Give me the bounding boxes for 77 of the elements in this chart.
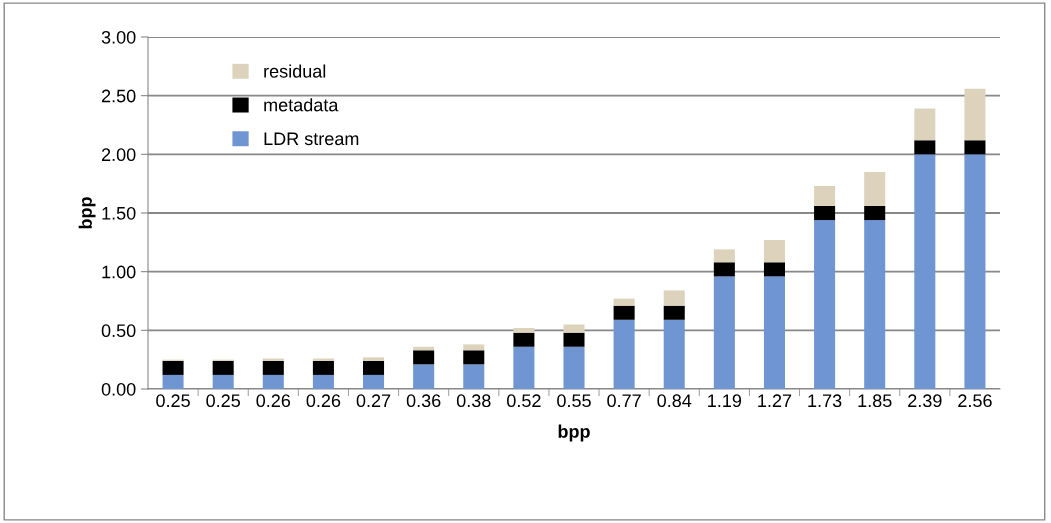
x-tick-label: 0.26 [256, 394, 291, 408]
y-tick-label: 0.50 [101, 324, 136, 338]
bar [763, 262, 785, 277]
bar [513, 327, 535, 333]
bar [312, 360, 334, 375]
x-tick-label: 0.26 [306, 394, 341, 408]
bar [914, 108, 936, 141]
x-tick-label: 0.84 [657, 394, 692, 408]
bar [363, 374, 385, 389]
bar [964, 154, 986, 389]
bar [914, 154, 936, 389]
bar [613, 305, 635, 320]
bar [864, 171, 886, 206]
y-tick-label: 3.00 [101, 30, 136, 44]
bar [713, 262, 735, 277]
bar [413, 350, 435, 365]
bar [312, 374, 334, 389]
x-tick-label: 2.56 [958, 394, 992, 408]
legend-label: metadata [264, 98, 339, 112]
bar [663, 290, 685, 306]
x-tick-label: 1.27 [758, 394, 792, 407]
bar [613, 298, 635, 306]
x-tick-label: 0.27 [356, 394, 391, 408]
bar [864, 205, 886, 221]
bar [513, 332, 535, 347]
legend-label: LDR stream [264, 132, 359, 146]
bar [814, 186, 836, 206]
bar [363, 360, 385, 375]
bar [162, 374, 184, 389]
bar [814, 205, 836, 221]
x-tick-label: 1.85 [858, 394, 892, 408]
bar [513, 346, 535, 389]
x-tick-label: 1.73 [808, 394, 842, 408]
bar [563, 332, 585, 347]
bar [262, 374, 284, 389]
bar [262, 358, 284, 361]
bar [162, 360, 184, 375]
x-tick-label: 0.25 [206, 394, 240, 408]
bar [463, 364, 485, 389]
x-tick-label: 0.77 [607, 394, 641, 408]
bar [563, 324, 585, 333]
x-tick-label: 1.19 [708, 394, 742, 408]
bar [363, 357, 385, 361]
bar [964, 88, 986, 141]
bar [312, 358, 334, 361]
y-axis-title: bpp [78, 197, 96, 229]
legend-label: residual [264, 64, 326, 78]
bar [814, 220, 836, 389]
x-tick-label: 0.25 [156, 394, 190, 408]
bar [413, 364, 435, 389]
x-tick-label: 0.36 [406, 394, 441, 408]
bar [864, 220, 886, 389]
bar [463, 350, 485, 365]
x-tick-label: 0.55 [557, 394, 591, 408]
y-tick-label: 2.00 [101, 148, 136, 162]
bar [212, 360, 234, 375]
x-tick-label: 0.38 [456, 394, 491, 408]
y-tick-label: 1.00 [102, 265, 136, 279]
bar [613, 319, 635, 389]
y-tick-label: 0.00 [101, 382, 136, 396]
bar [713, 276, 735, 389]
bar [663, 305, 685, 320]
bar [463, 344, 485, 351]
bar [563, 346, 585, 389]
bar [212, 374, 234, 389]
bar [663, 319, 685, 389]
bar [763, 276, 785, 389]
x-axis-title: bpp [558, 424, 590, 442]
y-tick-label: 1.50 [102, 206, 136, 220]
bar [914, 140, 936, 155]
bar [763, 239, 785, 263]
bar [964, 140, 986, 155]
bar [262, 360, 284, 375]
y-tick-label: 2.50 [101, 89, 136, 103]
bar [713, 249, 735, 263]
x-tick-label: 0.52 [507, 394, 541, 408]
x-tick-label: 2.39 [908, 394, 942, 408]
